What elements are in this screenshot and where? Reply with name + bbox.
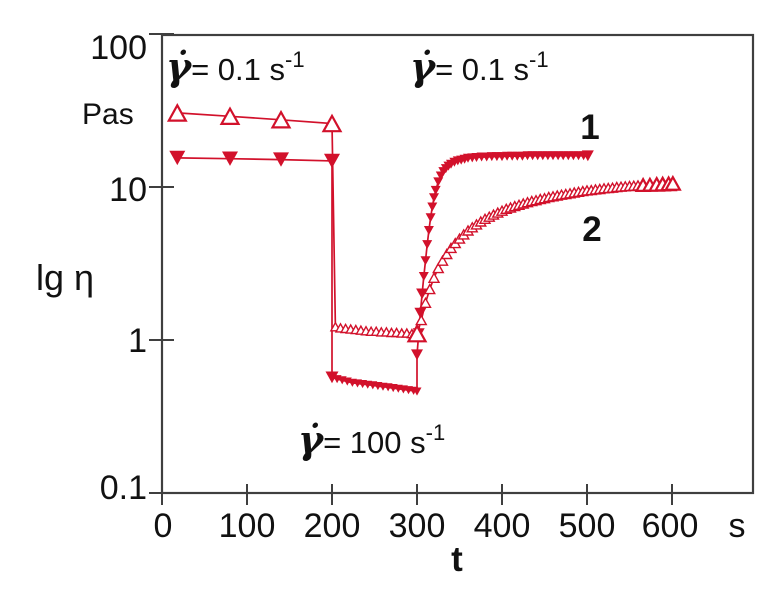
y-axis-unit: Pas	[82, 98, 134, 131]
x-tick-400: 400	[473, 507, 531, 545]
gamma-dot-symbol: γ̇	[166, 44, 192, 89]
x-tick-600: 600	[641, 507, 699, 545]
annotation-exponent: -1	[529, 47, 549, 72]
x-tick-300: 300	[388, 507, 446, 545]
annotation-exponent: -1	[425, 420, 446, 445]
x-axis-label: t	[451, 540, 463, 579]
annotation-shear-rate-low-right: γ̇ = 0.1 s -1	[410, 44, 549, 96]
annotation-shear-rate-high: γ̇ = 100 s -1	[298, 417, 445, 469]
annotation-shear-rate-low-left: γ̇ = 0.1 s -1	[166, 44, 305, 96]
y-tick-100: 100	[90, 29, 147, 67]
x-axis-unit: s	[728, 507, 746, 545]
annotation-text: = 100 s	[323, 425, 426, 460]
y-tick-1: 1	[128, 322, 147, 360]
x-tick-200: 200	[303, 507, 361, 545]
x-tick-100: 100	[218, 507, 276, 545]
y-tick-10: 10	[109, 171, 147, 209]
x-tick-0: 0	[153, 507, 173, 545]
gamma-dot-symbol: γ̇	[410, 44, 436, 89]
annotation-exponent: -1	[285, 47, 305, 72]
x-tick-500: 500	[558, 507, 616, 545]
annotation-text: = 0.1 s	[435, 52, 530, 87]
curve-label-2: 2	[582, 210, 602, 249]
y-tick-0_1: 0.1	[99, 469, 147, 507]
y-axis-label: lg η	[36, 257, 95, 298]
gamma-dot-symbol: γ̇	[298, 417, 324, 462]
annotation-text: = 0.1 s	[191, 52, 286, 87]
curve-label-1: 1	[580, 108, 600, 147]
